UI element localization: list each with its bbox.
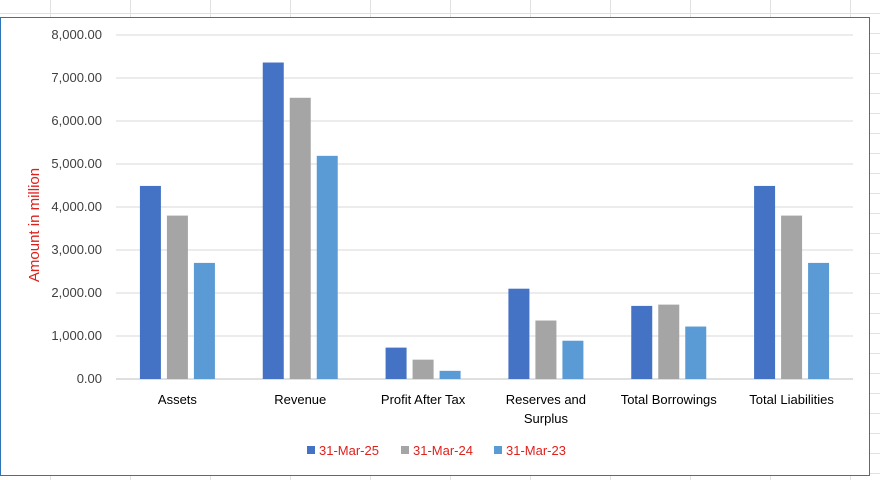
x-category-label-line: Profit After Tax (381, 392, 466, 407)
bar (808, 262, 830, 379)
chart-area[interactable]: 0.00 1,000.00 2,000.00 3,000.00 4,000.00 5,00… (0, 17, 870, 476)
bar (193, 262, 215, 379)
y-tick-label: 8,000.00 (51, 27, 102, 42)
bar (631, 305, 653, 379)
x-category-label-line: Revenue (274, 392, 326, 407)
y-tick-label: 0.00 (77, 371, 102, 386)
y-tick-label: 5,000.00 (51, 156, 102, 171)
x-category-label-line: Total Borrowings (621, 392, 718, 407)
bar (781, 215, 803, 379)
legend-label: 31-Mar-25 (319, 443, 379, 458)
bar (412, 359, 434, 379)
bar (658, 304, 680, 379)
bar (439, 370, 461, 379)
bar (685, 326, 707, 379)
bar (316, 155, 338, 379)
x-category-label-line: Assets (158, 392, 198, 407)
y-tick-label: 7,000.00 (51, 70, 102, 85)
y-tick-label: 6,000.00 (51, 113, 102, 128)
bar (508, 288, 530, 379)
bar (754, 185, 776, 379)
x-category-label: Total Liabilities (749, 392, 834, 407)
bar (289, 97, 311, 379)
x-category-label: Profit After Tax (381, 392, 466, 407)
x-category-label: Assets (158, 392, 198, 407)
legend-label: 31-Mar-23 (506, 443, 566, 458)
bar (262, 62, 284, 380)
bar (385, 347, 407, 379)
x-category-label-line: Reserves and (506, 392, 586, 407)
x-category-label: Total Borrowings (621, 392, 718, 407)
legend-swatch (494, 446, 502, 454)
y-tick-label: 1,000.00 (51, 328, 102, 343)
y-tick-label: 2,000.00 (51, 285, 102, 300)
y-tick-label: 4,000.00 (51, 199, 102, 214)
x-category-label-line: Surplus (524, 411, 569, 426)
x-category-label-line: Total Liabilities (749, 392, 834, 407)
bar (562, 340, 584, 379)
bar (139, 185, 161, 379)
bar (535, 320, 557, 379)
x-category-label: Reserves and Surplus (506, 392, 586, 426)
x-category-label: Revenue (274, 392, 326, 407)
bar-chart: 0.00 1,000.00 2,000.00 3,000.00 4,000.00 5,00… (26, 27, 853, 458)
legend-swatch (401, 446, 409, 454)
legend-label: 31-Mar-24 (413, 443, 473, 458)
y-tick-label: 3,000.00 (51, 242, 102, 257)
legend-swatch (307, 446, 315, 454)
bar (166, 215, 188, 379)
y-axis-title: Amount in million (26, 168, 43, 282)
